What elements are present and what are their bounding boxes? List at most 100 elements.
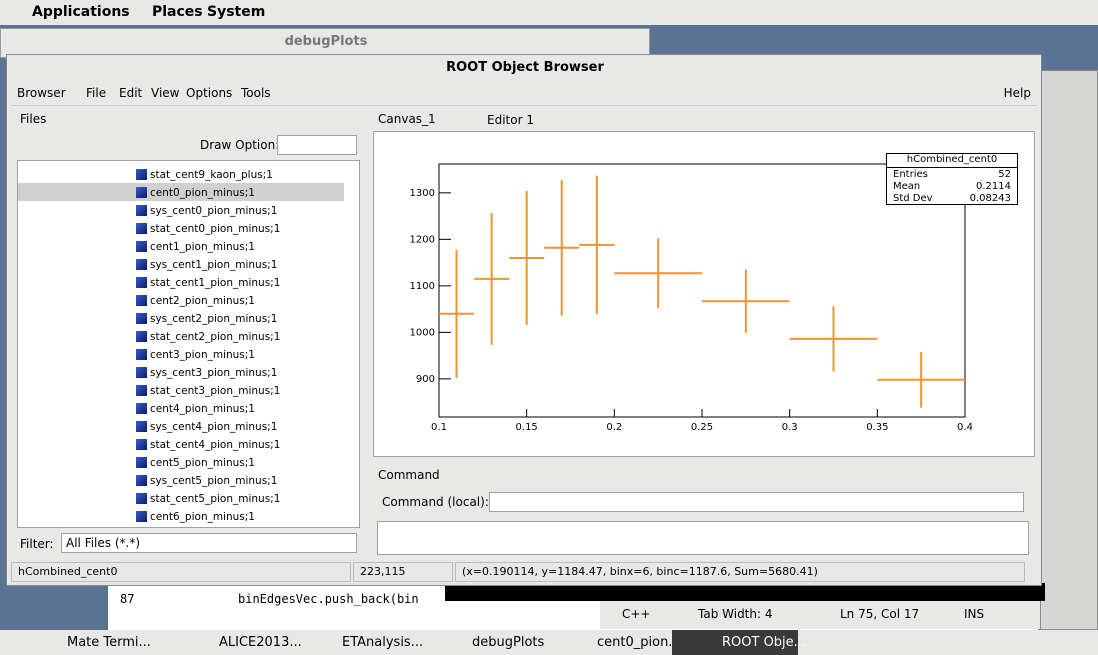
tree-item[interactable]: sys_cent4_pion_minus;1 [150, 421, 278, 433]
menu-item[interactable]: Tools [241, 86, 271, 100]
histogram-icon [136, 421, 147, 432]
stats-value: 52 [998, 169, 1011, 180]
tree-item[interactable]: stat_cent3_pion_minus;1 [150, 385, 281, 397]
label: Draw Option: [200, 138, 280, 152]
top-panel: Applications Places System [0, 0, 1098, 25]
window-title: debugPlots [284, 34, 368, 49]
histogram-icon [136, 205, 147, 216]
tree-item[interactable]: cent6_pion_minus;1 [150, 511, 255, 523]
tree-item[interactable]: sys_cent5_pion_minus;1 [150, 475, 278, 487]
status-field: (x=0.190114, y=1184.47, binx=6, binc=118… [455, 562, 1025, 582]
task-button[interactable]: ROOT Obje... [722, 635, 807, 650]
panel-menu[interactable]: System [207, 4, 266, 20]
histogram-icon [136, 223, 147, 234]
task-button[interactable]: debugPlots [472, 635, 545, 650]
command-output [377, 521, 1029, 555]
tab[interactable]: Canvas_1 [378, 112, 436, 126]
tree-item[interactable]: sys_cent1_pion_minus;1 [150, 259, 278, 271]
panel-menu[interactable]: Applications [32, 4, 130, 20]
status-field: 223,115 [353, 562, 453, 582]
tab[interactable]: Command [378, 468, 440, 482]
tree-item[interactable]: stat_cent5_pion_minus;1 [150, 493, 281, 505]
cursor-position: Ln 75, Col 17 [840, 607, 920, 621]
task-button[interactable]: ALICE2013... [219, 635, 302, 650]
stats-value: 0.08243 [969, 193, 1011, 204]
x-tick-label: 0.15 [516, 422, 538, 433]
task-button[interactable]: ETAnalysis... [342, 635, 424, 650]
tree-item[interactable]: cent5_pion_minus;1 [150, 457, 255, 469]
terminal-frame [1040, 70, 1098, 630]
tree-item[interactable]: cent4_pion_minus;1 [150, 403, 255, 415]
y-tick-label: 1100 [410, 281, 435, 292]
terminal-strip [445, 583, 1045, 601]
histogram-icon [136, 457, 147, 468]
editor-status: C++ Tab Width: 4 Ln 75, Col 17 INS [600, 601, 1040, 629]
stats-value: 0.2114 [976, 181, 1011, 192]
tree-item[interactable]: stat_cent9_kaon_plus;1 [150, 169, 273, 181]
histogram-icon [136, 241, 147, 252]
status-text: 223,115 [360, 565, 406, 578]
tree-item[interactable]: cent0_pion_minus;1 [150, 187, 255, 199]
dropdown[interactable]: All Files (*.*) [61, 533, 357, 553]
menu-bar: Help Browser File Edit View Options Tools [11, 82, 1037, 106]
tree-item[interactable]: stat_cent4_pion_minus;1 [150, 439, 281, 451]
insert-mode: INS [964, 607, 985, 621]
status-text: hCombined_cent0 [18, 565, 118, 578]
tree-item[interactable]: sys_cent0_pion_minus;1 [150, 205, 278, 217]
tree-item[interactable]: stat_cent1_pion_minus;1 [150, 277, 281, 289]
menu-item[interactable]: Options [186, 86, 233, 100]
x-tick-label: 0.3 [782, 422, 798, 433]
dropdown[interactable] [277, 135, 357, 155]
tab[interactable]: Files [20, 112, 47, 126]
tree-item[interactable]: cent1_pion_minus;1 [150, 241, 255, 253]
menu-item[interactable]: Browser [17, 86, 66, 100]
panel-menu[interactable]: Places [152, 4, 203, 20]
stats-label: Std Dev [893, 193, 933, 204]
status-bar: hCombined_cent0 223,115 (x=0.190114, y=118… [11, 562, 1037, 582]
tab-width[interactable]: Tab Width: 4 [698, 607, 773, 621]
file-tree: stat_cent9_kaon_plus;1 cent0_pion_minus;1… [17, 160, 360, 528]
histogram-icon [136, 277, 147, 288]
command-input[interactable] [489, 492, 1024, 512]
histogram-icon [136, 439, 147, 450]
menu-item[interactable]: View [151, 86, 180, 100]
task-button[interactable]: cent0_pion... [597, 635, 681, 650]
filter-value: All Files (*.*) [66, 536, 141, 550]
x-tick-label: 0.25 [691, 422, 713, 433]
tree-item[interactable]: sys_cent2_pion_minus;1 [150, 313, 278, 325]
label: Filter: [20, 537, 54, 551]
chart: 0.1 0.15 0.2 0.25 0.3 0.35 0.4 900 1000 1100 1200 1… [410, 163, 973, 433]
tab[interactable]: Editor 1 [487, 113, 534, 127]
language[interactable]: C++ [622, 607, 651, 621]
tree-item[interactable]: stat_cent0_pion_minus;1 [150, 223, 281, 235]
menu-item[interactable]: Help [1003, 86, 1031, 100]
x-tick-label: 0.1 [431, 422, 447, 433]
line-number: 87 [120, 592, 135, 606]
y-tick-label: 1200 [410, 234, 435, 245]
histogram-icon [136, 367, 147, 378]
root-browser: ROOT Object Browser Help Browser File Edit… [6, 54, 1042, 586]
stats-label: Entries [893, 169, 928, 180]
tree-item[interactable]: cent2_pion_minus;1 [150, 295, 255, 307]
tree-item[interactable]: sys_cent3_pion_minus;1 [150, 367, 278, 379]
tree-item[interactable]: stat_cent2_pion_minus;1 [150, 331, 281, 343]
histogram-icon [136, 475, 147, 486]
status-text: (x=0.190114, y=1184.47, binx=6, binc=118… [462, 565, 818, 578]
label: Command (local): [382, 495, 489, 509]
menu-item[interactable]: Edit [119, 86, 143, 100]
histogram-icon [136, 169, 147, 180]
stats-box: hCombined_cent0 Entries 52 Mean 0.2114 Std D… [886, 153, 1018, 205]
y-tick-label: 1000 [410, 327, 435, 338]
histogram-icon [136, 403, 147, 414]
stats-label: Mean [893, 181, 921, 192]
taskbar: Mate Termi... ALICE2013... ETAnalysis... de… [0, 630, 1098, 655]
menu-item[interactable]: File [86, 86, 107, 100]
histogram-icon [136, 331, 147, 342]
x-tick-label: 0.2 [606, 422, 622, 433]
tree-item[interactable]: cent3_pion_minus;1 [150, 349, 255, 361]
histogram-icon [136, 295, 147, 306]
task-button[interactable]: Mate Termi... [67, 635, 151, 650]
status-field: hCombined_cent0 [11, 562, 351, 582]
stats-title: hCombined_cent0 [887, 154, 1017, 168]
